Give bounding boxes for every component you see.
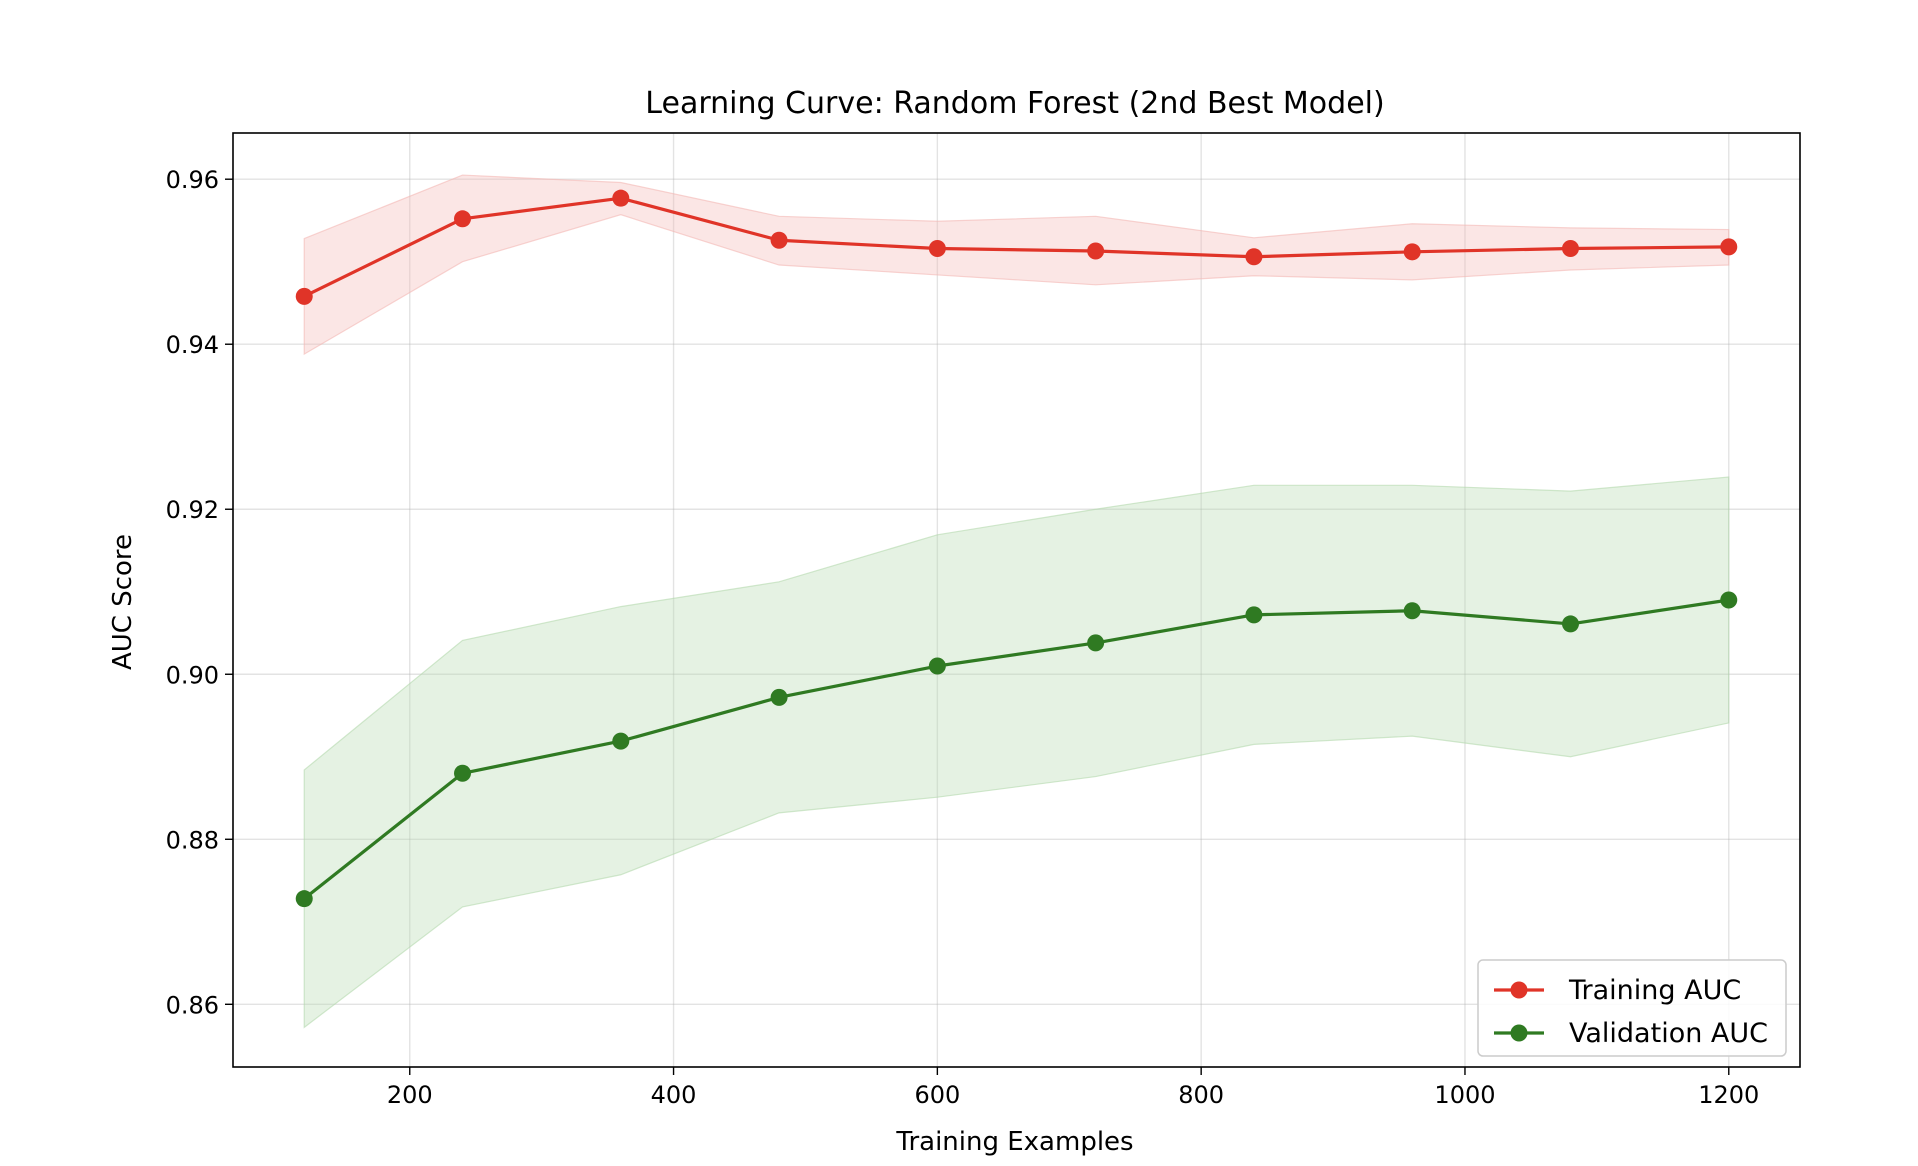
legend-box (1477, 959, 1787, 1057)
validation-auc-line (303, 598, 1730, 900)
x-tick-label-2: 600 (914, 1081, 960, 1109)
y-tick-label-5: 0.96 (166, 166, 219, 194)
training-std-band (303, 174, 1730, 356)
series-markers (295, 189, 1738, 908)
legend-training-label: Training AUC (1568, 975, 1741, 1006)
validation-point-0 (295, 890, 313, 908)
chart-title: Learning Curve: Random Forest (2nd Best … (645, 86, 1384, 121)
plot-frame (232, 132, 1801, 1068)
validation-point-5 (1087, 634, 1105, 652)
training-point-7 (1403, 243, 1421, 261)
validation-point-2 (612, 732, 630, 750)
validation-point-1 (454, 764, 472, 782)
training-point-6 (1245, 248, 1263, 266)
y-tick-label-2: 0.90 (166, 661, 219, 689)
validation-point-7 (1403, 602, 1421, 620)
x-tick-label-4: 1000 (1434, 1081, 1495, 1109)
x-tick-label-3: 800 (1178, 1081, 1224, 1109)
validation-std-band (303, 476, 1730, 1029)
x-tick-label-5: 1200 (1698, 1081, 1759, 1109)
training-point-2 (612, 189, 630, 207)
y-axis-ticks: 0.86 0.88 0.90 0.92 0.94 0.96 (166, 166, 233, 1019)
training-point-4 (928, 240, 946, 258)
legend: Training AUC Validation AUC (1477, 959, 1787, 1057)
legend-validation-label: Validation AUC (1569, 1018, 1768, 1049)
validation-point-6 (1245, 606, 1263, 624)
validation-point-4 (928, 657, 946, 675)
validation-point-8 (1561, 615, 1579, 633)
training-point-8 (1561, 240, 1579, 258)
series-lines (303, 196, 1730, 900)
y-tick-label-1: 0.88 (166, 826, 219, 854)
validation-point-9 (1720, 591, 1738, 609)
y-tick-label-3: 0.92 (166, 496, 219, 524)
confidence-bands (303, 174, 1730, 1029)
y-tick-label-0: 0.86 (166, 991, 219, 1019)
legend-training-marker (1510, 981, 1528, 999)
y-axis-label: AUC Score (108, 534, 138, 670)
x-tick-label-0: 200 (387, 1081, 433, 1109)
training-auc-line (303, 196, 1729, 298)
training-point-1 (454, 210, 472, 228)
training-point-3 (770, 231, 788, 249)
x-axis-label: Training Examples (895, 1127, 1133, 1157)
x-axis-ticks: 200 400 600 800 1000 1200 (387, 1067, 1759, 1109)
legend-validation-marker (1510, 1024, 1528, 1042)
y-tick-label-4: 0.94 (166, 331, 219, 359)
training-point-0 (295, 287, 313, 305)
training-point-5 (1087, 242, 1105, 260)
training-point-9 (1720, 238, 1738, 256)
x-tick-label-1: 400 (651, 1081, 697, 1109)
validation-point-3 (770, 688, 788, 706)
